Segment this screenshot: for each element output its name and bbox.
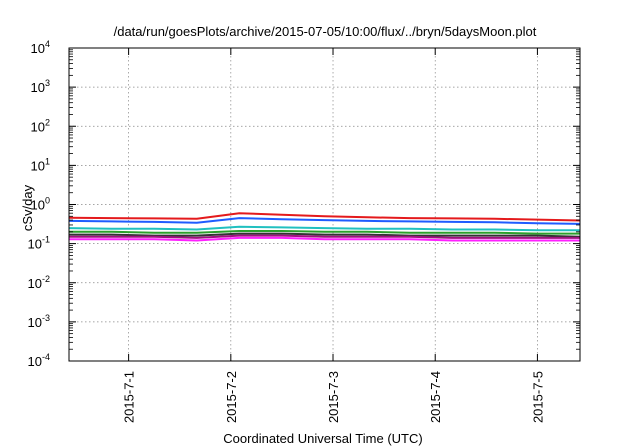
x-tick-label: 2015-7-4	[428, 371, 443, 423]
y-tick-label: 10-4	[28, 352, 50, 369]
series-line-3	[68, 225, 580, 232]
chart-title: /data/run/goesPlots/archive/2015-07-05/1…	[114, 24, 537, 39]
y-tick-label: 101	[31, 156, 50, 173]
y-axis-label: cSv/day	[20, 184, 35, 231]
y-tick-labels: 10-4 10-3 10-2 10-1 100 101 102 103 104	[28, 39, 50, 369]
series-line-6	[69, 234, 580, 239]
axis-ticks	[69, 47, 580, 362]
series-layer	[68, 212, 581, 242]
grid-lines	[69, 48, 580, 361]
y-tick-label: 10-3	[28, 313, 50, 330]
series-line-4	[69, 230, 580, 235]
y-tick-label: 102	[31, 117, 50, 134]
y-tick-label: 103	[31, 78, 50, 95]
x-tick-label: 2015-7-2	[224, 371, 239, 423]
series-line-2	[68, 217, 581, 225]
series-line-7	[69, 236, 580, 242]
x-tick-label: 2015-7-5	[530, 371, 545, 423]
x-tick-label: 2015-7-3	[326, 371, 341, 423]
x-axis-label: Coordinated Universal Time (UTC)	[223, 431, 422, 446]
y-tick-label: 104	[31, 39, 50, 56]
series-line-1	[68, 212, 581, 222]
y-tick-label: 10-1	[28, 235, 50, 252]
x-tick-labels: 2015-7-1 2015-7-2 2015-7-3 2015-7-4 2015-7-5	[122, 371, 546, 423]
x-tick-label: 2015-7-1	[122, 371, 137, 423]
y-tick-label: 100	[31, 196, 50, 213]
series-line-5	[69, 232, 581, 238]
y-tick-label: 10-2	[28, 274, 50, 291]
